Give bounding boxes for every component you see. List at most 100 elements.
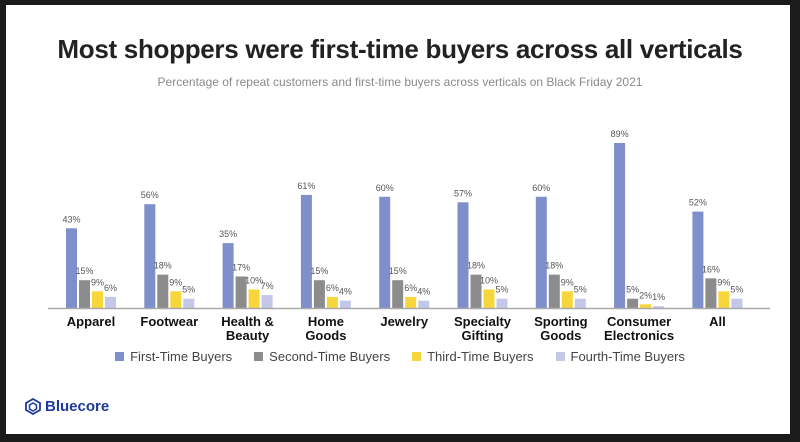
- category-label: Consumer: [607, 314, 671, 329]
- chart-subtitle: Percentage of repeat customers and first…: [157, 75, 643, 89]
- legend-item: Fourth-Time Buyers: [555, 349, 685, 364]
- data-label: 43%: [62, 214, 80, 224]
- data-label: 18%: [467, 261, 485, 271]
- category-label: Sporting: [534, 314, 587, 329]
- bar: [66, 228, 77, 308]
- bar: [261, 295, 273, 308]
- legend-item: Second-Time Buyers: [254, 349, 390, 364]
- bar: [183, 298, 195, 308]
- bar: [653, 306, 665, 308]
- data-label: 6%: [404, 283, 417, 293]
- bar: [79, 280, 90, 308]
- category-label: Home: [308, 314, 344, 329]
- category-label: Beauty: [226, 328, 270, 343]
- category-label: Footwear: [140, 314, 198, 329]
- brand-name: Bluecore: [45, 398, 110, 415]
- data-label: 15%: [310, 266, 328, 276]
- legend-swatch: [555, 352, 565, 361]
- data-label: 10%: [480, 275, 498, 285]
- data-label: 5%: [495, 285, 508, 295]
- data-label: 1%: [652, 292, 665, 302]
- category-label: Electronics: [604, 328, 674, 343]
- data-label: 4%: [339, 287, 352, 297]
- data-label: 60%: [376, 183, 394, 193]
- bluecore-logo: Bluecore: [25, 398, 109, 415]
- data-label: 18%: [545, 261, 563, 271]
- category-label: Specialty: [454, 314, 512, 329]
- bar: [235, 276, 247, 308]
- bar: [379, 196, 391, 308]
- bar: [731, 298, 743, 308]
- bar: [105, 296, 116, 308]
- data-label: 6%: [326, 283, 339, 293]
- legend-label: Third-Time Buyers: [427, 349, 534, 364]
- bar: [692, 211, 704, 308]
- bar: [457, 202, 469, 308]
- bar: [496, 298, 508, 308]
- bar: [339, 300, 351, 308]
- bar: [574, 298, 586, 308]
- data-label: 9%: [91, 277, 104, 287]
- data-label: 6%: [104, 283, 117, 293]
- data-label: 60%: [532, 183, 550, 193]
- bar: [705, 278, 717, 308]
- bar: [222, 243, 234, 308]
- bar: [640, 304, 652, 308]
- data-label: 10%: [245, 275, 263, 285]
- legend-swatch: [412, 352, 422, 361]
- bar: [313, 280, 325, 308]
- bar: [418, 300, 430, 308]
- data-label: 57%: [454, 188, 472, 198]
- category-label: Apparel: [67, 314, 115, 329]
- bar: [157, 274, 169, 308]
- bar: [470, 274, 482, 308]
- legend-label: Fourth-Time Buyers: [570, 349, 685, 364]
- chart-title: Most shoppers were first-time buyers acr…: [57, 34, 743, 64]
- data-label: 9%: [561, 277, 574, 287]
- data-label: 18%: [154, 261, 172, 271]
- bar: [614, 143, 626, 308]
- data-label: 5%: [730, 285, 743, 295]
- bar: [92, 291, 103, 308]
- data-label: 56%: [141, 190, 159, 200]
- data-label: 5%: [182, 285, 195, 295]
- bar: [627, 298, 639, 308]
- legend-item: Third-Time Buyers: [412, 349, 534, 364]
- category-label: Goods: [305, 328, 346, 343]
- data-label: 4%: [417, 287, 430, 297]
- category-label: Gifting: [462, 328, 504, 343]
- legend-swatch: [254, 352, 264, 361]
- bar: [144, 204, 156, 308]
- legend: First-Time Buyers Second-Time Buyers Third…: [0, 349, 800, 364]
- bluecore-logo-icon: [25, 398, 41, 415]
- category-label: Health &: [221, 314, 274, 329]
- data-label: 35%: [219, 229, 237, 239]
- bar: [392, 280, 404, 308]
- data-label: 7%: [261, 281, 274, 291]
- data-label: 5%: [574, 285, 587, 295]
- data-label: 17%: [232, 262, 250, 272]
- bar: [718, 291, 730, 308]
- bar: [326, 296, 338, 308]
- bar: [535, 196, 547, 308]
- category-label: All: [709, 314, 726, 329]
- legend-item: First-Time Buyers: [115, 349, 232, 364]
- data-label: 15%: [75, 266, 93, 276]
- data-label: 15%: [389, 266, 407, 276]
- data-label: 9%: [169, 277, 182, 287]
- bar: [483, 289, 495, 308]
- data-label: 5%: [626, 285, 639, 295]
- legend-label: First-Time Buyers: [130, 349, 233, 364]
- category-label: Goods: [540, 328, 581, 343]
- data-label: 89%: [611, 129, 629, 139]
- bar: [548, 274, 560, 308]
- bar: [405, 296, 417, 308]
- slide-card: [6, 5, 790, 434]
- legend-label: Second-Time Buyers: [269, 349, 391, 364]
- bar: [561, 291, 573, 308]
- data-label: 9%: [717, 277, 730, 287]
- data-label: 61%: [297, 181, 315, 191]
- legend-swatch: [115, 352, 125, 361]
- category-label: Jewelry: [380, 314, 428, 329]
